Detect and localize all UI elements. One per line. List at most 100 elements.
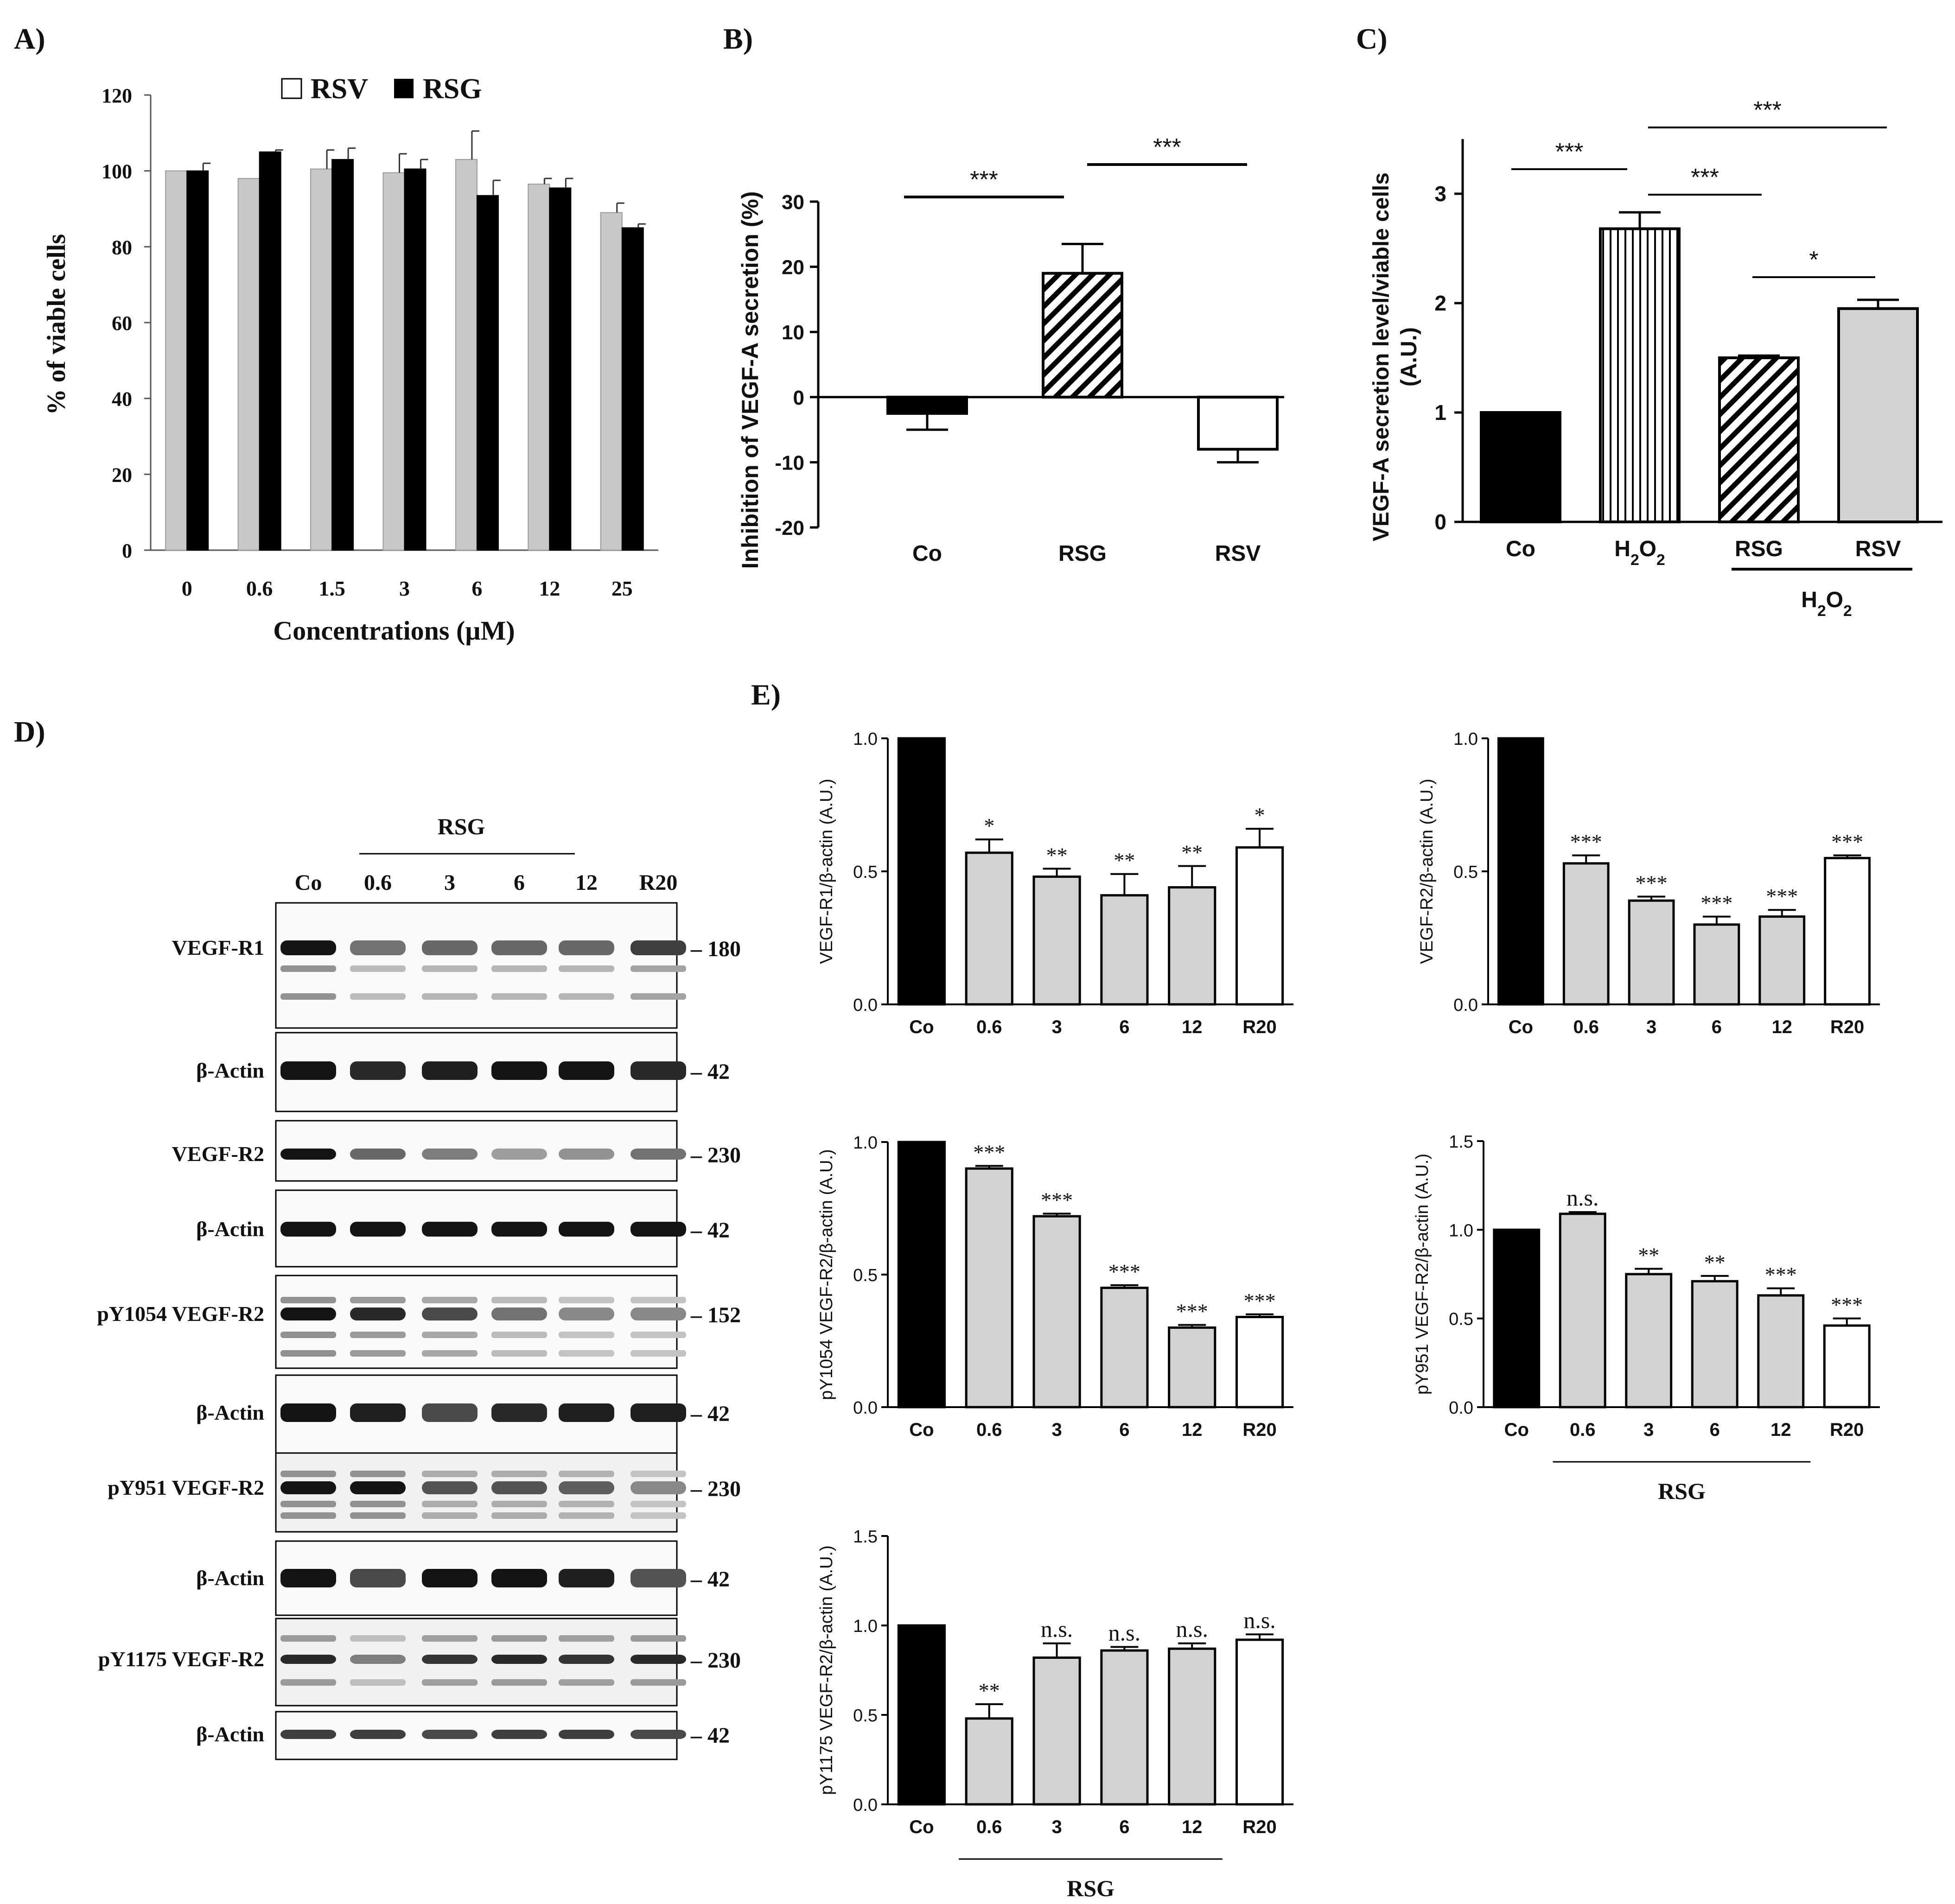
legend-swatch-rsg bbox=[394, 79, 414, 98]
blot-band bbox=[280, 1307, 336, 1320]
blot-band bbox=[491, 1061, 547, 1080]
blot-band bbox=[350, 1222, 406, 1237]
blot-band-faint bbox=[350, 1350, 406, 1357]
blot-band bbox=[491, 1307, 547, 1320]
x-tick-label: 6 bbox=[471, 577, 482, 600]
blot-mw-marker: – 180 bbox=[690, 937, 741, 961]
bar bbox=[1032, 875, 1081, 1006]
significance-label: *** bbox=[1831, 830, 1863, 854]
blot-box bbox=[275, 902, 678, 1029]
blot-band bbox=[491, 1149, 547, 1160]
blot-band bbox=[491, 1569, 547, 1587]
blot-mw-marker: – 42 bbox=[690, 1723, 730, 1748]
blot-band-faint bbox=[559, 1297, 614, 1303]
x-tick-label: 3 bbox=[1051, 1017, 1062, 1037]
blot-band bbox=[422, 1403, 478, 1422]
x-tick-label: RSV bbox=[1215, 541, 1261, 566]
significance-label: *** bbox=[1636, 871, 1668, 895]
x-tick-label: 6 bbox=[1119, 1817, 1129, 1837]
blot-band bbox=[350, 1569, 406, 1587]
x-tick-label: 3 bbox=[1051, 1817, 1062, 1837]
blot-lane-label: R20 bbox=[639, 870, 678, 895]
bar bbox=[1758, 915, 1806, 1006]
blot-band bbox=[280, 940, 336, 955]
bar bbox=[1625, 1273, 1673, 1409]
significance-label: *** bbox=[1700, 891, 1732, 915]
blot-band bbox=[280, 1222, 336, 1237]
x-tick-label: 12 bbox=[539, 577, 560, 600]
bar-rsg bbox=[404, 168, 427, 551]
bar bbox=[1480, 411, 1561, 523]
y-tick-label: 60 bbox=[112, 312, 132, 335]
bar bbox=[965, 851, 1013, 1006]
significance-label: ** bbox=[1046, 843, 1068, 867]
blot-band bbox=[350, 1655, 406, 1664]
x-tick-label: RSG bbox=[1735, 537, 1783, 561]
blot-band bbox=[350, 1061, 406, 1080]
x-tick-label: 0.6 bbox=[1573, 1017, 1599, 1037]
blot-row-label: β-Actin bbox=[196, 1059, 264, 1082]
y-axis-title: pY1175 VEGF-R2/β-actin (A.U.) bbox=[817, 1545, 836, 1795]
blot-band-faint bbox=[559, 1635, 614, 1642]
bar-rsg bbox=[331, 159, 354, 551]
blot-band-faint bbox=[630, 1679, 686, 1686]
significance-label: *** bbox=[1691, 164, 1719, 191]
blot-band-faint bbox=[422, 1679, 478, 1686]
blot-band-faint bbox=[422, 1501, 478, 1507]
chart-e-vegfr2: 0.0 0.5 1.0 Co 0.6 *** 3 *** 6 *** 12 *** R20 *** VEGF… bbox=[1417, 730, 1880, 1037]
blot-row-label: VEGF-R1 bbox=[172, 936, 264, 959]
x-tick-label: 3 bbox=[399, 577, 410, 600]
bar-rsg bbox=[476, 195, 499, 551]
bar bbox=[1100, 894, 1149, 1006]
blot-band bbox=[559, 1307, 614, 1320]
blot-band-faint bbox=[280, 965, 336, 972]
y-tick-label: -20 bbox=[775, 517, 804, 539]
significance-label: *** bbox=[1766, 884, 1798, 908]
significance-label: ** bbox=[979, 1679, 1000, 1702]
bar-rsv bbox=[382, 172, 405, 551]
y-tick-label: 0.0 bbox=[853, 996, 878, 1015]
blot-band-faint bbox=[630, 1350, 686, 1357]
bar-rsv bbox=[310, 168, 333, 551]
y-tick-label: 1.0 bbox=[853, 730, 878, 749]
legend-label-rsv: RSV bbox=[311, 73, 368, 105]
x-axis-title: Concentrations (µM) bbox=[273, 616, 515, 646]
blot-band-faint bbox=[559, 1471, 614, 1477]
bar bbox=[1197, 395, 1279, 451]
y-axis-title: VEGF-R2/β-actin (A.U.) bbox=[1417, 779, 1437, 964]
bar bbox=[1168, 886, 1216, 1006]
bar bbox=[1100, 1287, 1149, 1409]
blot-band bbox=[559, 1061, 614, 1080]
legend-swatch-rsv bbox=[281, 78, 302, 99]
blot-band-faint bbox=[630, 1501, 686, 1507]
blot-row-label: VEGF-R2 bbox=[172, 1142, 264, 1166]
blot-mw-marker: – 42 bbox=[690, 1060, 730, 1084]
blot-row-label: β-Actin bbox=[196, 1722, 264, 1746]
blot-band bbox=[422, 1222, 478, 1237]
y-tick-label: 10 bbox=[782, 321, 804, 344]
blot-band-faint bbox=[280, 1512, 336, 1519]
x-tick-label: 0.6 bbox=[976, 1420, 1002, 1440]
x-tick-label: 12 bbox=[1772, 1017, 1793, 1037]
blot-band-faint bbox=[559, 1512, 614, 1519]
chart-e-py951: 0.0 0.5 1.0 1.5 Co 0.6 n.s. 3 ** 6 ** 12 *** R20 *** RS… bbox=[1413, 1132, 1880, 1504]
x-tick-label: 12 bbox=[1182, 1017, 1203, 1037]
y-axis-title-units: (A.U.) bbox=[1397, 327, 1421, 387]
y-tick-label: 1.0 bbox=[853, 1133, 878, 1153]
blot-row-label: β-Actin bbox=[196, 1217, 264, 1241]
blot-band-faint bbox=[422, 1297, 478, 1303]
blot-band bbox=[630, 1403, 686, 1422]
x-tick-label: R20 bbox=[1830, 1420, 1864, 1440]
blot-lane-label: 6 bbox=[514, 870, 525, 895]
blot-band-faint bbox=[422, 1512, 478, 1519]
blot-band bbox=[422, 1730, 478, 1739]
x-tick-label: Co bbox=[909, 1420, 934, 1440]
bar bbox=[1168, 1326, 1216, 1409]
blot-band-faint bbox=[350, 1501, 406, 1507]
blot-band-faint bbox=[630, 993, 686, 1000]
y-tick-label: 20 bbox=[782, 256, 804, 279]
bar bbox=[1599, 227, 1681, 523]
blot-band bbox=[491, 940, 547, 955]
x-tick-label: Co bbox=[909, 1817, 934, 1837]
blot-band-faint bbox=[559, 965, 614, 972]
